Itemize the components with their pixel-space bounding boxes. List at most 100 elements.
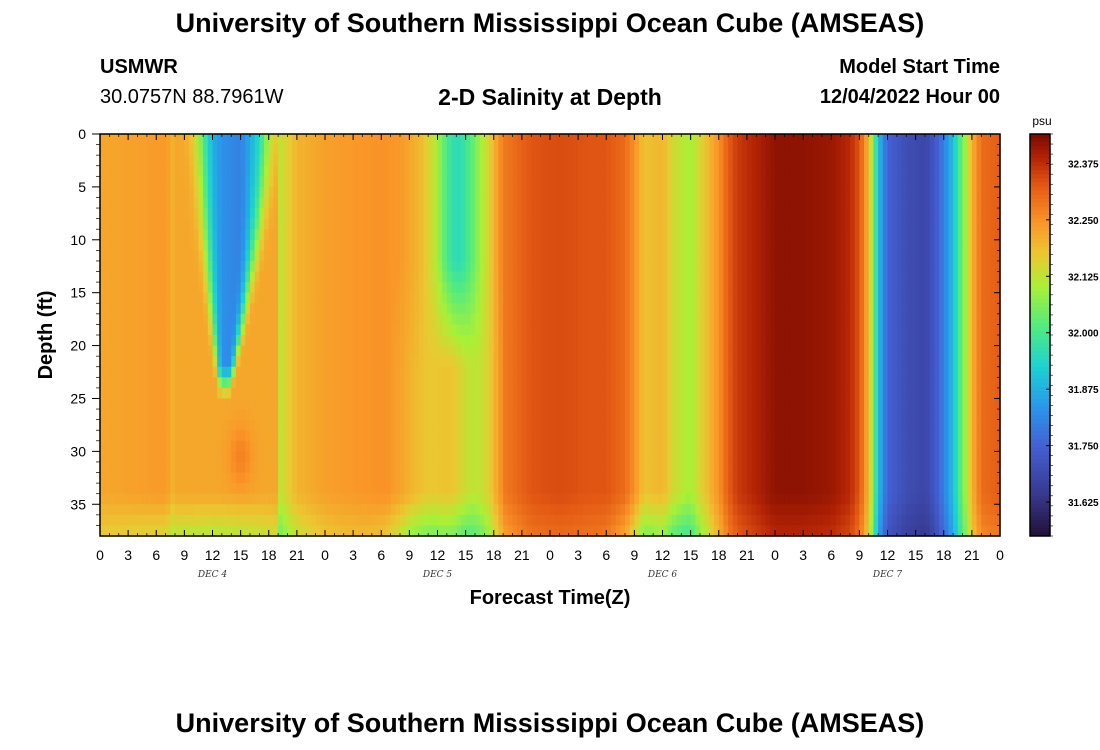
heatmap-cell: [620, 292, 626, 304]
heatmap-cell: [714, 134, 720, 146]
heatmap-cell: [521, 155, 528, 167]
heatmap-cell: [198, 472, 204, 484]
heatmap-cell: [446, 377, 453, 389]
heatmap-cell: [343, 303, 350, 315]
heatmap-cell: [254, 483, 260, 495]
heatmap-cell: [395, 387, 401, 400]
heatmap-cell: [278, 472, 284, 484]
heatmap-cell: [662, 144, 668, 156]
heatmap-cell: [353, 197, 359, 209]
heatmap-cell: [653, 271, 659, 283]
heatmap-cell: [381, 377, 387, 389]
heatmap-cell: [156, 292, 162, 304]
heatmap-cell: [564, 366, 570, 378]
heatmap-cell: [268, 525, 275, 537]
heatmap-cell: [203, 282, 209, 294]
heatmap-cell: [235, 250, 242, 262]
heatmap-cell: [156, 229, 162, 241]
heatmap-cell: [690, 313, 696, 326]
heatmap-cell: [545, 335, 551, 347]
heatmap-cell: [578, 419, 584, 431]
heatmap-cell: [639, 461, 645, 474]
heatmap-cell: [596, 186, 603, 199]
heatmap-cell: [367, 514, 373, 527]
heatmap-cell: [100, 387, 106, 400]
heatmap-cell: [568, 186, 575, 199]
heatmap-cell: [100, 335, 106, 347]
heatmap-cell: [404, 176, 410, 188]
heatmap-cell: [690, 324, 696, 336]
heatmap-cell: [432, 208, 439, 220]
heatmap-cell: [610, 525, 617, 537]
heatmap-cell: [657, 134, 664, 146]
heatmap-cell: [554, 186, 560, 199]
heatmap-cell: [596, 504, 603, 516]
heatmap-cell: [559, 398, 565, 410]
heatmap-cell: [207, 356, 214, 368]
heatmap-cell: [325, 335, 331, 347]
heatmap-cell: [306, 387, 312, 400]
heatmap-cell: [268, 229, 275, 241]
heatmap-cell: [451, 366, 457, 378]
heatmap-cell: [156, 186, 162, 199]
heatmap-cell: [348, 313, 354, 326]
heatmap-cell: [535, 398, 542, 410]
heatmap-cell: [278, 356, 284, 368]
heatmap-cell: [240, 409, 246, 421]
heatmap-cell: [193, 165, 200, 177]
heatmap-cell: [442, 239, 448, 251]
heatmap-cell: [170, 176, 176, 188]
heatmap-cell: [507, 345, 514, 357]
heatmap-cell: [376, 472, 382, 484]
heatmap-cell: [460, 176, 467, 188]
heatmap-cell: [207, 366, 214, 378]
heatmap-cell: [493, 419, 500, 431]
heatmap-cell: [348, 208, 354, 220]
heatmap-cell: [114, 324, 120, 336]
heatmap-cell: [385, 335, 392, 347]
heatmap-cell: [629, 197, 635, 209]
heatmap-cell: [203, 493, 209, 505]
heatmap-cell: [156, 356, 162, 368]
heatmap-cell: [264, 165, 270, 177]
heatmap-cell: [639, 504, 645, 516]
heatmap-cell: [315, 461, 321, 474]
heatmap-cell: [362, 250, 368, 262]
heatmap-cell: [503, 451, 509, 463]
heatmap-cell: [259, 303, 265, 315]
heatmap-cell: [517, 313, 523, 326]
heatmap-cell: [489, 229, 495, 241]
heatmap-cell: [301, 197, 307, 209]
heatmap-cell: [690, 472, 696, 484]
heatmap-cell: [245, 218, 251, 230]
heatmap-cell: [381, 430, 387, 442]
heatmap-cell: [479, 525, 485, 537]
heatmap-cell: [198, 229, 204, 241]
heatmap-cell: [671, 218, 678, 230]
heatmap-cell: [442, 303, 448, 315]
heatmap-cell: [531, 472, 537, 484]
heatmap-cell: [306, 155, 312, 167]
heatmap-cell: [353, 387, 359, 400]
heatmap-cell: [493, 197, 500, 209]
heatmap-cell: [503, 176, 509, 188]
heatmap-cell: [648, 324, 654, 336]
heatmap-cell: [156, 335, 162, 347]
heatmap-cell: [667, 430, 673, 442]
heatmap-cell: [521, 208, 528, 220]
heatmap-cell: [700, 419, 706, 431]
heatmap-cell: [643, 260, 650, 273]
heatmap-cell: [606, 472, 612, 484]
heatmap-cell: [671, 197, 678, 209]
heatmap-cell: [507, 483, 514, 495]
heatmap-cell: [629, 271, 635, 283]
heatmap-cell: [695, 165, 701, 177]
heatmap-cell: [376, 387, 382, 400]
heatmap-cell: [587, 366, 593, 378]
heatmap-cell: [329, 239, 335, 251]
heatmap-cell: [245, 387, 251, 400]
heatmap-cell: [507, 208, 514, 220]
heatmap-cell: [587, 250, 593, 262]
heatmap-cell: [695, 260, 701, 273]
heatmap-cell: [423, 134, 429, 146]
